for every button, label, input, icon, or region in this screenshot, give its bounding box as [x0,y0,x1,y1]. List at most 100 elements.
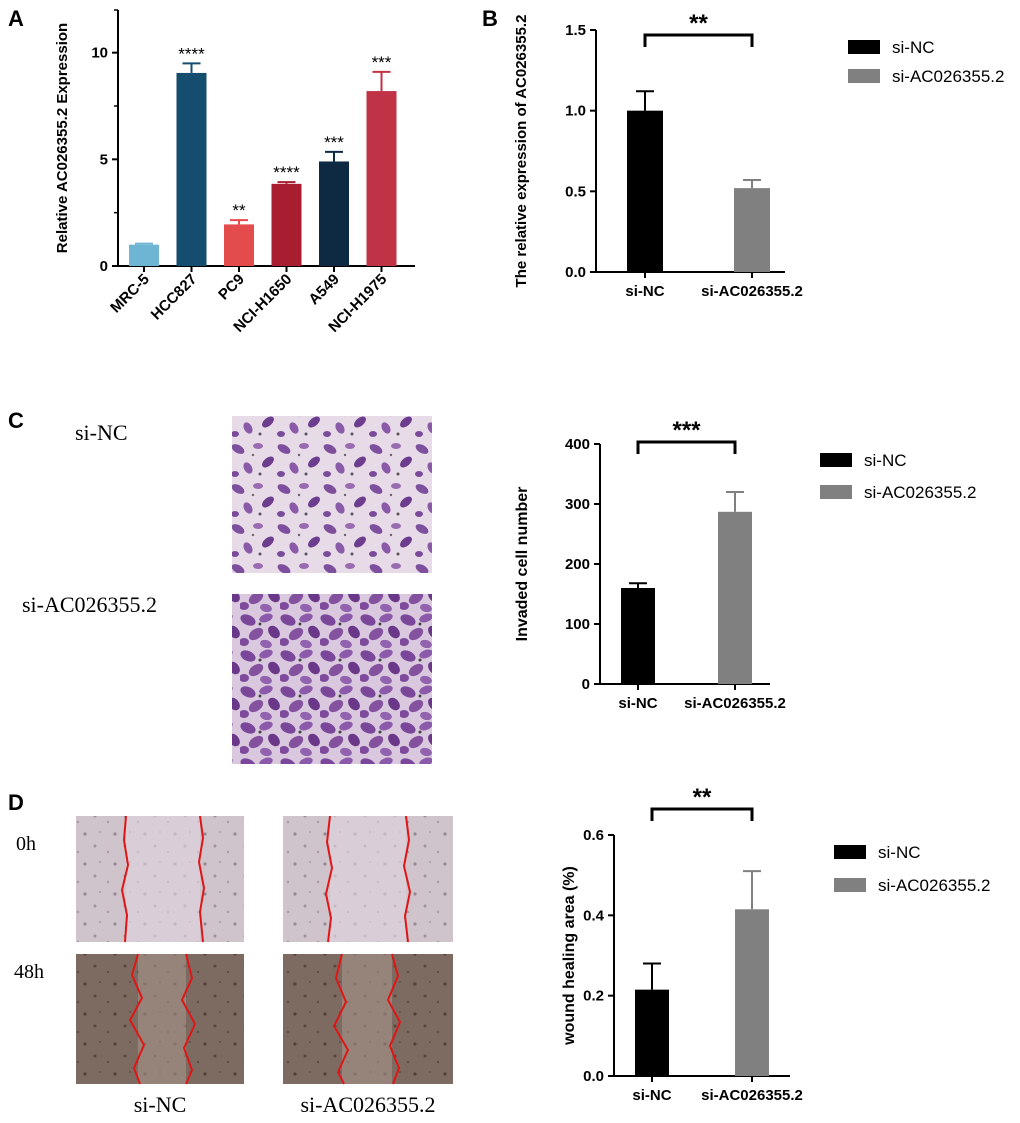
bar-si-ac026355-2 [735,909,769,1076]
wound-gap [342,954,392,1084]
wound-edge [128,953,146,1085]
legend: si-NC si-AC026355.2 [834,843,990,895]
chart-b: 0.0 0.5 1.0 1.5 The relative expression of A… [513,10,1004,300]
significance-bracket [650,807,754,821]
invasion-image-si-nc [232,416,432,573]
image-label-si-nc: si-NC [75,420,128,445]
y-axis-label: Invaded cell number [514,487,531,642]
significance-label: *** [372,53,392,72]
legend-label: si-NC [892,38,935,57]
legend-swatch [834,878,866,892]
significance-label: *** [324,133,344,152]
significance-bracket [636,440,737,454]
wound-edge [332,953,350,1085]
significance-label: **** [178,44,205,63]
col-label-si-nc: si-NC [134,1092,187,1117]
wound-edge [324,815,334,943]
bar-nci-h1650 [271,183,302,266]
legend-label: si-NC [864,451,907,470]
y-axis-label: The relative expression of AC026355.2 [513,15,530,288]
invasion-image-si-ac026355 [232,594,432,764]
panel-letter-d: D [8,790,24,815]
bar-nci-h1975 [366,91,397,266]
legend: si-NC si-AC026355.2 [848,38,1004,86]
x-tick-label: si-AC026355.2 [684,695,786,712]
y-tick-label: 0.2 [583,988,604,1005]
chart-a: 0 5 10 Relative AC026355.2 Expression MRC-5H… [54,9,415,336]
y-tick-label: 1.5 [565,22,586,39]
panel-letter-c: C [8,408,24,433]
y-tick-label: 0.0 [565,264,586,281]
panel-c-images: si-NC si-AC026355.2 [22,416,432,764]
y-tick-label: 200 [565,556,590,573]
wound-gap [330,816,406,942]
wound-edge [120,815,130,943]
significance-label: ** [693,784,712,811]
charts: 0 5 10 Relative AC026355.2 Expression MRC-5H… [54,9,1004,1104]
bar-si-ac026355-2 [734,188,770,272]
wound-edge [386,953,402,1085]
panel-letter-b: B [482,6,498,31]
wound-gap [126,816,200,942]
x-tick-label: si-AC026355.2 [701,283,803,300]
y-tick-label: 0.0 [583,1068,604,1085]
legend-swatch [834,845,866,859]
x-tick-label: si-AC026355.2 [701,1087,803,1104]
x-tick-label: si-NC [632,1087,671,1104]
time-label-48h: 48h [14,961,44,983]
legend-label: si-NC [878,843,921,862]
bar-mrc-5 [129,244,159,266]
y-tick-label: 100 [565,616,590,633]
legend-swatch [848,40,880,54]
y-tick-label: 400 [565,436,590,453]
wound-edge [197,815,206,943]
y-tick-label: 0 [100,258,108,275]
y-tick-label: 0.5 [565,183,586,200]
x-tick-label: si-NC [618,695,657,712]
legend-swatch [820,453,852,467]
legend-swatch [848,69,880,83]
image-label-si-ac026355: si-AC026355.2 [22,592,157,617]
legend-label: si-AC026355.2 [864,483,976,502]
legend-label: si-AC026355.2 [892,67,1004,86]
significance-label: *** [672,417,701,444]
x-tick-label: MRC-5 [107,271,153,317]
legend: si-NC si-AC026355.2 [820,451,976,502]
y-tick-label: 300 [565,496,590,513]
y-tick-label: 0.6 [583,827,604,844]
y-axis-label: wound healing area (%) [561,866,578,1046]
legend-swatch [820,485,852,499]
significance-label: **** [273,163,300,182]
legend-label: si-AC026355.2 [878,876,990,895]
col-label-si-ac026355: si-AC026355.2 [300,1092,435,1117]
x-tick-label: PC9 [215,271,248,304]
bar-si-nc [621,588,655,684]
y-tick-label: 0.4 [583,907,605,924]
wound-edge [180,953,197,1085]
x-tick-label: HCC827 [148,271,201,324]
y-tick-label: 10 [91,45,108,62]
significance-label: ** [689,10,708,37]
bar-pc9 [224,224,254,266]
y-tick-label: 5 [100,151,108,168]
y-tick-label: 1.0 [565,103,586,120]
significance-label: ** [232,201,246,220]
bar-si-nc [635,989,669,1076]
x-tick-label: si-NC [625,283,664,300]
bar-hcc827 [176,72,207,266]
bar-si-ac026355-2 [718,511,752,684]
bar-si-nc [627,110,663,273]
x-tick-label: A549 [305,271,342,308]
y-axis-label: Relative AC026355.2 Expression [54,23,71,253]
wound-gap [138,954,186,1084]
y-tick-label: 0 [582,676,590,693]
wound-edge [402,815,412,943]
panel-d-images: 0h 48h si-NC si-AC026355.2 [14,815,453,1117]
panel-letter-a: A [8,6,24,31]
time-label-0h: 0h [16,833,36,855]
bar-a549 [319,161,349,266]
significance-bracket [643,33,754,47]
